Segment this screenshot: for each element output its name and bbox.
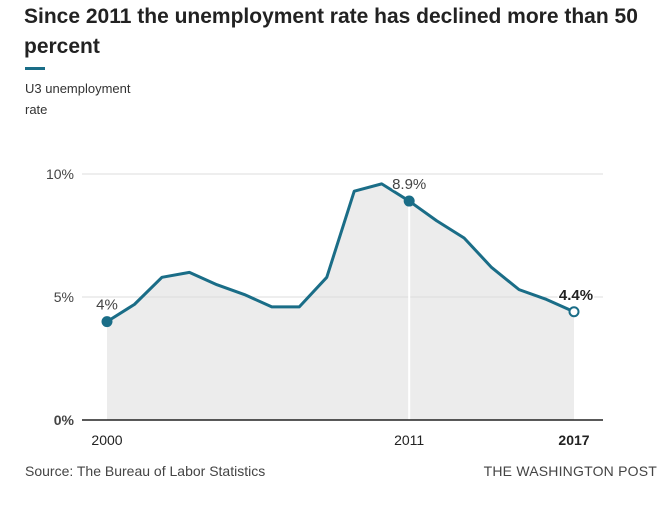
legend-label-line-1: U3 unemployment [25,81,131,96]
y-tick-label: 5% [54,289,74,305]
x-tick-label: 2011 [394,432,424,448]
area-fill [107,183,574,420]
y-tick-label: 10% [46,166,74,182]
x-tick-label: 2017 [558,432,589,448]
unemployment-chart: 0% 5% 10% 2000 2011 2017 4% 8.9% 4.4% [46,166,603,448]
legend-label-line-2: rate [25,102,48,117]
x-tick-label: 2000 [91,432,122,448]
legend-label: U3 unemployment rate [25,78,165,120]
data-point [403,195,415,207]
data-label: 8.9% [392,176,426,193]
series-line [105,182,576,324]
publisher-credit: THE WASHINGTON POST [483,463,657,479]
data-label: 4% [96,297,118,314]
data-point [568,306,580,318]
data-point [101,316,113,328]
chart-title: Since 2011 the unemployment rate has dec… [24,5,638,58]
y-tick-label: 0% [54,412,75,428]
legend-swatch [25,67,45,70]
source-note: Source: The Bureau of Labor Statistics [25,463,266,479]
data-label: 4.4% [559,287,593,304]
